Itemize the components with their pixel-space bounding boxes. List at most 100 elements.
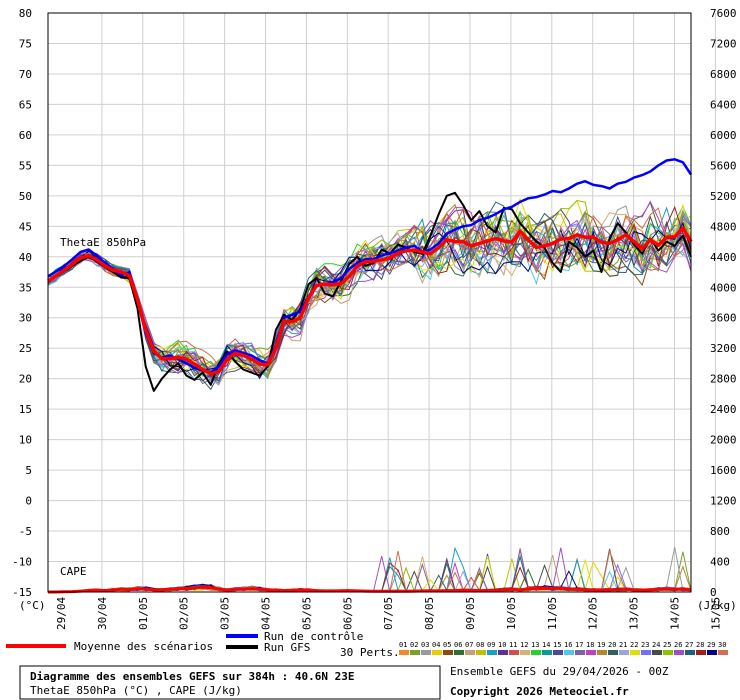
perturbation-legend-id: 28 bbox=[696, 641, 704, 649]
right-tick-label: 5200 bbox=[710, 190, 737, 203]
perturbation-legend-swatch bbox=[718, 650, 728, 655]
info-box bbox=[19, 665, 441, 700]
x-date-label: 13/05 bbox=[628, 597, 641, 630]
perturbation-legend-swatch bbox=[465, 650, 475, 655]
left-tick-label: -5 bbox=[19, 525, 32, 538]
right-tick-label: 400 bbox=[710, 556, 730, 569]
x-date-label: 02/05 bbox=[178, 597, 191, 630]
left-tick-label: 40 bbox=[19, 251, 32, 264]
x-date-label: 12/05 bbox=[587, 597, 600, 630]
perturbation-legend-swatch bbox=[509, 650, 519, 655]
right-tick-label: 4000 bbox=[710, 281, 737, 294]
x-date-label: 14/05 bbox=[669, 597, 682, 630]
x-date-label: 15/05 bbox=[709, 597, 722, 630]
perturbation-legend-swatch bbox=[586, 650, 596, 655]
legend-gfs-label: Run GFS bbox=[264, 641, 310, 654]
mean-thetae-line bbox=[47, 226, 693, 376]
perturbation-line bbox=[47, 200, 692, 378]
right-tick-label: 4800 bbox=[710, 220, 737, 233]
perturbation-legend-id: 11 bbox=[509, 641, 517, 649]
left-tick-label: 20 bbox=[19, 373, 32, 386]
left-tick-label: 80 bbox=[19, 7, 32, 20]
perturbation-legend-id: 20 bbox=[608, 641, 616, 649]
perturbation-legend-id: 18 bbox=[586, 641, 594, 649]
perturbation-legend-swatch bbox=[410, 650, 420, 655]
perturbation-legend-id: 05 bbox=[443, 641, 451, 649]
left-tick-label: 30 bbox=[19, 312, 32, 325]
perturbation-legend-id: 22 bbox=[630, 641, 638, 649]
legend-control-label: Run de contrôle bbox=[264, 630, 363, 643]
x-date-label: 10/05 bbox=[505, 597, 518, 630]
left-tick-label: 70 bbox=[19, 68, 32, 81]
x-date-label: 05/05 bbox=[300, 597, 313, 630]
perturbation-legend-swatch bbox=[553, 650, 563, 655]
right-tick-label: 3200 bbox=[710, 342, 737, 355]
left-tick-label: 65 bbox=[19, 98, 32, 111]
x-date-label: 07/05 bbox=[382, 597, 395, 630]
right-tick-label: 6400 bbox=[710, 98, 737, 111]
left-tick-label: 50 bbox=[19, 190, 32, 203]
perturbation-legend-id: 29 bbox=[707, 641, 715, 649]
perturbation-line bbox=[47, 201, 692, 377]
perturbation-cape-line bbox=[48, 546, 692, 593]
mean-cape-line bbox=[48, 585, 692, 594]
perturbation-legend-swatch bbox=[575, 650, 585, 655]
legend: Moyenne des scénarios Run de contrôle Ru… bbox=[6, 630, 728, 659]
x-axis-date-labels: 29/04 30/04 01/05 02/05 03/05 04/05 05/05 06/05… bbox=[55, 597, 722, 630]
right-axis-ticks: 7600720068006400600056005200480044004000… bbox=[710, 7, 737, 599]
perturbation-legend-swatch bbox=[542, 650, 552, 655]
perturbation-legend-id: 30 bbox=[718, 641, 726, 649]
x-date-label: 11/05 bbox=[546, 597, 559, 630]
gfs-thetae-line bbox=[47, 191, 692, 392]
right-tick-label: 1200 bbox=[710, 495, 737, 508]
perturbation-legend-swatch bbox=[685, 650, 695, 655]
left-tick-label: 35 bbox=[19, 281, 32, 294]
perturbation-legend-swatch bbox=[520, 650, 530, 655]
cape-series-label: CAPE bbox=[60, 565, 87, 578]
legend-mean-label: Moyenne des scénarios bbox=[74, 640, 213, 653]
left-unit-label: (°C) bbox=[19, 599, 46, 612]
perturbation-legend-swatch bbox=[597, 650, 607, 655]
perturbation-line bbox=[47, 214, 692, 375]
x-date-label: 29/04 bbox=[55, 597, 68, 630]
x-date-label: 03/05 bbox=[219, 597, 232, 630]
perturbation-legend-id: 23 bbox=[641, 641, 649, 649]
perturbation-legend-swatch bbox=[399, 650, 409, 655]
perturbation-legend-swatch bbox=[608, 650, 618, 655]
perturbation-legend: 01 02 03 04 05 06 07 08 09 10 11 12 13 14 15 16 17 18 19 20… bbox=[399, 641, 728, 655]
x-date-label: 09/05 bbox=[464, 597, 477, 630]
x-date-label: 30/04 bbox=[96, 597, 109, 630]
perturbation-cape-line bbox=[48, 548, 692, 593]
right-tick-label: 7200 bbox=[710, 37, 737, 50]
right-tick-label: 6000 bbox=[710, 129, 737, 142]
perturbation-cape-line bbox=[48, 547, 692, 593]
left-tick-label: 5 bbox=[25, 464, 32, 477]
perturbation-legend-id: 27 bbox=[685, 641, 693, 649]
perturbation-legend-swatch bbox=[531, 650, 541, 655]
perturbation-legend-id: 06 bbox=[454, 641, 462, 649]
perturbation-legend-swatch bbox=[652, 650, 662, 655]
right-unit-label: (J/kg) bbox=[697, 599, 737, 612]
right-tick-label: 5600 bbox=[710, 159, 737, 172]
perturbation-line bbox=[47, 221, 692, 380]
plot-border bbox=[47, 12, 692, 593]
perturbation-cape-line bbox=[48, 553, 692, 593]
perturbation-legend-id: 04 bbox=[432, 641, 440, 649]
perturbation-legend-id: 02 bbox=[410, 641, 418, 649]
perturbation-legend-id: 12 bbox=[520, 641, 528, 649]
perturbation-legend-id: 15 bbox=[553, 641, 561, 649]
right-tick-label: 1600 bbox=[710, 464, 737, 477]
right-tick-label: 2800 bbox=[710, 373, 737, 386]
left-tick-label: 45 bbox=[19, 220, 32, 233]
perturbation-legend-id: 10 bbox=[498, 641, 506, 649]
perturbation-legend-id: 16 bbox=[564, 641, 572, 649]
perturbation-legend-id: 01 bbox=[399, 641, 407, 649]
copyright-label: Copyright 2026 Meteociel.fr bbox=[450, 685, 629, 698]
perturbation-legend-swatch bbox=[476, 650, 486, 655]
ensemble-run-label: Ensemble GEFS du 29/04/2026 - 00Z bbox=[450, 665, 669, 678]
perturbation-cape-line bbox=[48, 549, 692, 593]
perturbation-line bbox=[47, 199, 692, 369]
x-date-label: 06/05 bbox=[341, 597, 354, 630]
perturbation-legend-id: 13 bbox=[531, 641, 539, 649]
